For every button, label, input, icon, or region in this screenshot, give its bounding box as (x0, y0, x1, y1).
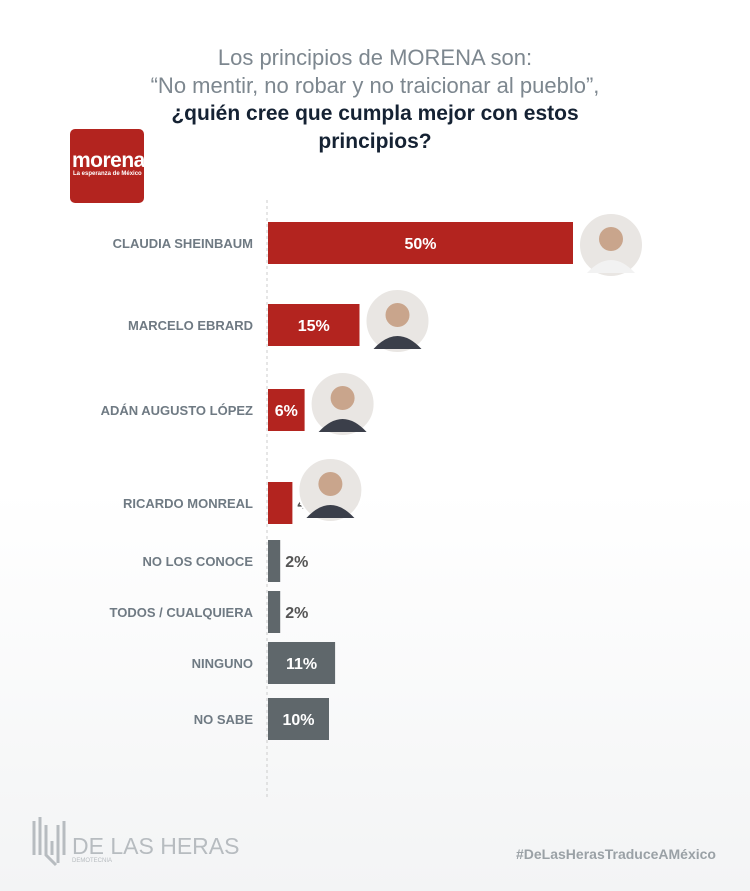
data-label: 2% (285, 554, 308, 571)
category-label: CLAUDIA SHEINBAUM (113, 236, 253, 251)
candidate-shoulders (306, 505, 355, 518)
data-label: 50% (404, 236, 436, 253)
category-label: RICARDO MONREAL (123, 496, 253, 511)
data-label: 6% (275, 403, 298, 420)
brand-sub: DEMOTECNIA (72, 858, 113, 864)
candidate-face (330, 386, 355, 410)
logo-name: morena (72, 149, 145, 172)
candidate-face (599, 227, 623, 251)
category-label: ADÁN AUGUSTO LÓPEZ (101, 403, 253, 418)
category-label: NO SABE (194, 712, 254, 727)
bar (268, 698, 329, 740)
bar (268, 642, 336, 684)
category-label: NINGUNO (192, 656, 253, 671)
logo-tagline: La esperanza de México (73, 171, 142, 177)
candidate-face (318, 472, 343, 496)
category-label: MARCELO EBRARD (128, 318, 253, 333)
category-label: NO LOS CONOCE (142, 554, 253, 569)
data-label: 2% (285, 605, 308, 622)
candidate-shoulders (587, 260, 635, 273)
bar (268, 482, 293, 524)
bar (268, 304, 360, 346)
candidate-shoulders (373, 336, 422, 349)
title-line-2: “No mentir, no robar y no traicionar al … (150, 73, 600, 98)
data-label: 11% (286, 656, 317, 673)
title-line-1: Los principios de MORENA son: (217, 45, 533, 70)
candidate-shoulders (318, 419, 367, 432)
chart-question: ¿quién cree que cumpla mejor con estos p… (171, 102, 579, 153)
de-las-heras-logo-icon (32, 817, 66, 867)
category-label: TODOS / CUALQUIERA (110, 605, 254, 620)
candidate-face (385, 303, 410, 327)
bar (268, 222, 573, 264)
brand-name: DE LAS HERAS (72, 833, 240, 859)
morena-logo: morena La esperanza de México (70, 129, 145, 203)
data-label: 10% (282, 712, 314, 729)
bar (268, 389, 305, 431)
bar (268, 540, 281, 582)
data-label: 15% (298, 318, 330, 335)
chart-title: Los principios de MORENA son: “No mentir,… (0, 44, 750, 100)
bar (268, 591, 281, 633)
hashtag: #DeLasHerasTraduceAMéxico (516, 846, 716, 862)
